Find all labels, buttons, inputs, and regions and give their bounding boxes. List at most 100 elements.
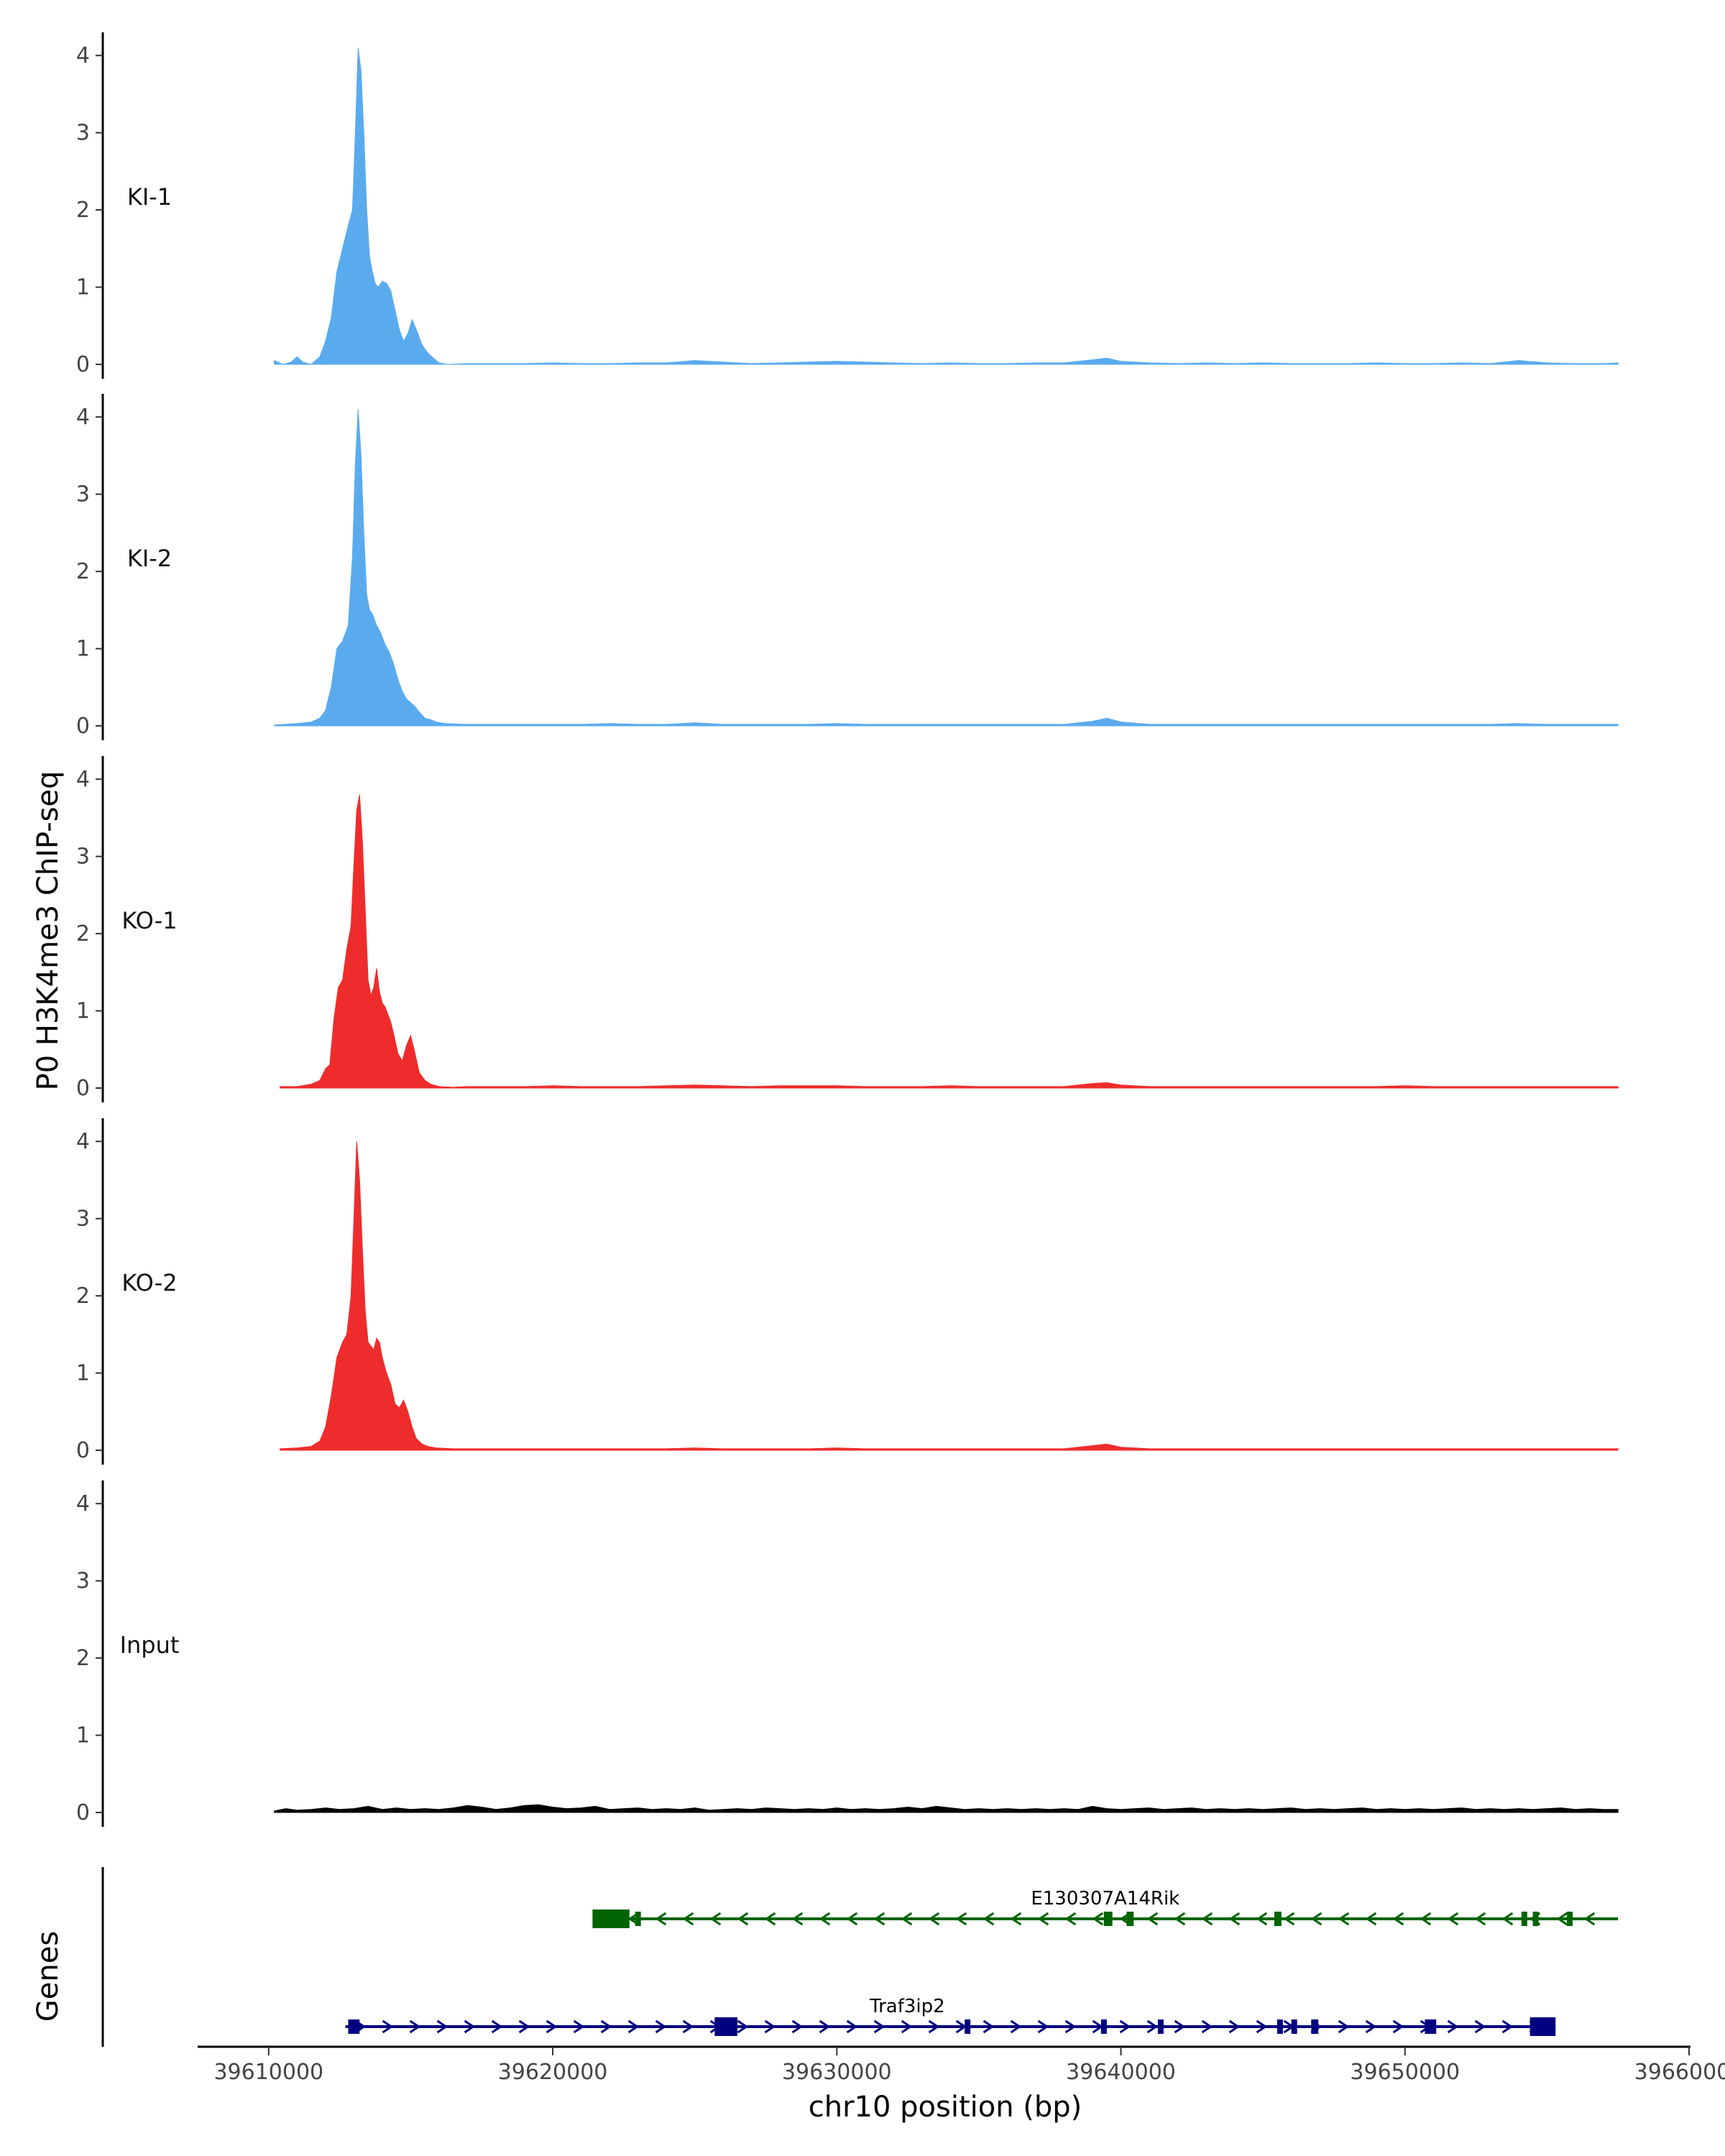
- exon: [635, 1912, 641, 1926]
- y-tick-label: 3: [76, 1569, 90, 1594]
- x-axis-title: chr10 position (bp): [809, 2091, 1082, 2124]
- strand-arrow: [1501, 2019, 1514, 2034]
- strand-arrow: [1201, 2019, 1213, 2034]
- strand-arrow: [928, 2019, 940, 2034]
- exon: [965, 2019, 971, 2034]
- strand-arrow: [764, 1912, 776, 1926]
- strand-arrow: [1338, 2019, 1350, 2034]
- strand-arrow: [1092, 1912, 1104, 1926]
- strand-arrow: [1256, 2019, 1268, 2034]
- strand-arrow: [1392, 2019, 1404, 2034]
- y-tick-label: 3: [76, 844, 90, 870]
- strand-arrow: [409, 2019, 421, 2034]
- genes-axis-title: Genes: [32, 1931, 65, 2022]
- strand-arrow: [1338, 1912, 1350, 1926]
- exon: [1100, 2019, 1107, 2034]
- gene-traf3ip2: Traf3ip2: [345, 1996, 1556, 2036]
- y-tick-label: 2: [76, 559, 90, 584]
- exon: [1521, 1912, 1527, 1926]
- y-tick-label: 4: [76, 767, 90, 792]
- strand-arrow: [1037, 1912, 1049, 1926]
- strand-arrow: [464, 2019, 476, 2034]
- strand-arrow: [791, 2019, 804, 2034]
- strand-arrow: [901, 1912, 913, 1926]
- y-tick-label: 1: [76, 637, 90, 662]
- y-tick-label: 1: [76, 1361, 90, 1386]
- strand-arrow: [1146, 1912, 1159, 1926]
- strand-arrow: [1392, 1912, 1404, 1926]
- strand-arrow: [600, 2019, 612, 2034]
- y-tick-label: 4: [76, 1491, 90, 1516]
- strand-arrow: [737, 1912, 749, 1926]
- coverage-area: [280, 1141, 1619, 1451]
- track-input: 0 1 2 3 4 Input: [76, 1480, 1619, 1827]
- exon: [592, 1909, 630, 1928]
- y-tick-label: 3: [76, 1207, 90, 1232]
- strand-arrow: [1474, 2019, 1486, 2034]
- track-label: KO-1: [121, 907, 177, 934]
- y-tick-label: 3: [76, 482, 90, 507]
- strand-arrow: [1228, 1912, 1241, 1926]
- y-tick-label: 0: [76, 714, 90, 739]
- exon: [1311, 2019, 1319, 2034]
- exon: [1425, 2019, 1437, 2034]
- y-tick-label: 1: [76, 999, 90, 1024]
- track-ki-1: 0 1 2 3 4 KI-1: [76, 32, 1619, 379]
- strand-arrow: [1583, 1912, 1596, 1926]
- y-tick-label: 2: [76, 1646, 90, 1671]
- strand-arrow: [436, 2019, 448, 2034]
- coverage-area: [274, 409, 1619, 727]
- exon: [1276, 2019, 1283, 2034]
- y-axis-title: P0 H3K4me3 ChIP-seq: [32, 771, 65, 1091]
- strand-arrow: [873, 2019, 886, 2034]
- strand-arrow: [1146, 2019, 1159, 2034]
- strand-arrow: [1256, 1912, 1268, 1926]
- strand-arrow: [983, 1912, 995, 1926]
- strand-arrow: [546, 2019, 558, 2034]
- strand-arrow: [682, 2019, 694, 2034]
- gene-e130307a14rik: E130307A14Rik: [592, 1888, 1619, 1928]
- track-label: KO-2: [121, 1269, 177, 1296]
- y-tick-label: 4: [76, 43, 90, 68]
- exon: [1274, 1912, 1282, 1926]
- strand-arrow: [518, 2019, 530, 2034]
- x-tick-label: 39610000: [213, 2060, 323, 2085]
- strand-arrow: [1447, 2019, 1459, 2034]
- strand-arrow: [846, 1912, 858, 1926]
- track-ko-1: 0 1 2 3 4 KO-1: [76, 756, 1619, 1102]
- strand-arrow: [1228, 2019, 1241, 2034]
- y-tick-label: 0: [76, 1438, 90, 1463]
- strand-arrow: [682, 1912, 694, 1926]
- strand-arrow: [1420, 1912, 1432, 1926]
- y-tick-label: 2: [76, 1284, 90, 1309]
- strand-arrow: [764, 2019, 776, 2034]
- track-label: KI-1: [127, 183, 172, 211]
- strand-arrow: [1556, 1912, 1568, 1926]
- exon: [1530, 2017, 1556, 2036]
- track-label: Input: [120, 1631, 180, 1659]
- x-tick-label: 39660000: [1634, 2060, 1725, 2085]
- strand-arrow: [1174, 1912, 1186, 1926]
- strand-arrow: [955, 1912, 967, 1926]
- strand-arrow: [1310, 1912, 1322, 1926]
- exon: [1291, 2019, 1297, 2034]
- strand-arrow: [928, 1912, 940, 1926]
- strand-arrow: [791, 1912, 804, 1926]
- strand-arrow: [983, 2019, 995, 2034]
- y-tick-label: 4: [76, 405, 90, 430]
- strand-arrow: [1447, 1912, 1459, 1926]
- exon: [1103, 1912, 1113, 1926]
- strand-arrow: [901, 2019, 913, 2034]
- x-tick-label: 39630000: [782, 2060, 892, 2085]
- gene-name-label: E130307A14Rik: [1031, 1888, 1179, 1909]
- strand-arrow: [1010, 1912, 1022, 1926]
- x-tick-label: 39650000: [1350, 2060, 1460, 2085]
- y-tick-label: 1: [76, 275, 90, 300]
- exon: [348, 2019, 360, 2034]
- strand-arrow: [873, 1912, 886, 1926]
- strand-arrow: [846, 2019, 858, 2034]
- y-tick-label: 0: [76, 1800, 90, 1825]
- gene-name-label: Traf3ip2: [869, 1996, 945, 2017]
- strand-arrow: [1501, 1912, 1514, 1926]
